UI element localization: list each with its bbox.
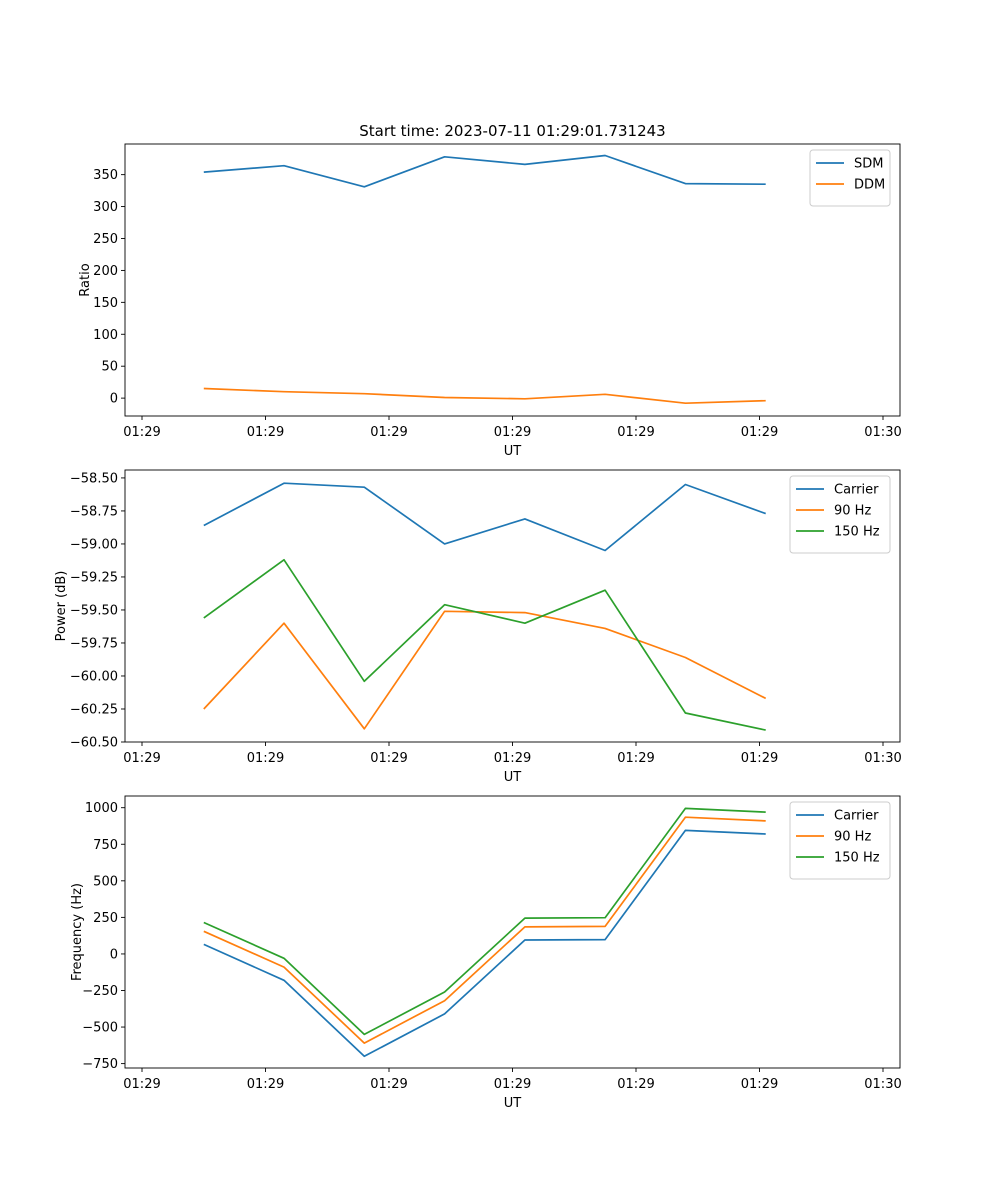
chart-panel-3: 01:29 01:29 01:29 01:29 01:29 01:29 01:30 UT −75… [70,795,902,1111]
series-line-150-hz [203,558,766,731]
x-tick-label: 01:30 [864,425,901,440]
legend-box [789,801,891,880]
legend-label: 150 Hz [834,525,880,540]
x-tick-label: 01:29 [123,1077,160,1092]
y-tick-label: −60.50 [70,736,118,751]
chart-panel-1: 01:29 01:29 01:29 01:29 01:29 01:29 01:30 UT 0 50… [78,143,902,459]
axes-frame [124,795,901,1069]
y-tick-label: 1000 [85,801,118,816]
legend-label: 150 Hz [834,851,880,866]
y-tick-label: 50 [101,360,118,375]
series-line-90-hz [203,610,767,730]
y-tick-label: 0 [110,392,118,407]
y-axis-label: Power (dB) [54,571,69,642]
y-tick-label: −250 [82,984,118,999]
x-axis-label: UT [504,444,522,459]
x-tick-label: 01:29 [370,1077,407,1092]
chart-panel-2: 01:29 01:29 01:29 01:29 01:29 01:29 01:30 UT −58… [54,469,902,785]
y-axis-label: Frequency (Hz) [70,883,85,981]
y-tick-label: −59.00 [70,537,118,552]
x-tick-label: 01:30 [864,751,901,766]
y-tick-label: 200 [93,264,118,279]
legend-label: 90 Hz [834,504,871,519]
legend-label: 90 Hz [834,830,871,845]
y-tick-label: 100 [93,328,118,343]
y-tick-label: −59.75 [70,636,118,651]
y-tick-label: 750 [93,838,118,853]
y-tick-label: 250 [93,911,118,926]
series-line-sdm [203,154,766,188]
series-line-ddm [203,387,766,405]
y-tick-label: −500 [82,1021,118,1036]
y-tick-label: −58.75 [70,504,118,519]
x-tick-label: 01:29 [370,425,407,440]
series-line-150-hz [203,807,766,1036]
x-axis-label: UT [504,770,522,785]
y-tick-label: 500 [93,874,118,889]
series-line-90-hz [203,816,766,1044]
x-tick-label: 01:30 [864,1077,901,1092]
legend-box [789,475,891,554]
legend: SDM DDM [809,149,891,207]
y-tick-label: 0 [110,947,118,962]
y-axis-label: Ratio [78,263,93,296]
x-tick-label: 01:29 [494,425,531,440]
x-tick-label: 01:29 [123,751,160,766]
legend: Carrier 90 Hz 150 Hz [789,475,891,554]
x-tick-label: 01:29 [247,425,284,440]
y-tick-label: −750 [82,1057,118,1072]
y-tick-label: −60.25 [70,702,118,717]
series-line-carrier [203,482,766,552]
series-line-carrier [203,829,766,1058]
y-tick-label: −58.50 [70,471,118,486]
figure-title: Start time: 2023-07-11 01:29:01.731243 [359,122,665,140]
x-tick-label: 01:29 [370,751,407,766]
legend-label: Carrier [834,483,879,498]
y-tick-label: −59.50 [70,603,118,618]
y-tick-label: 300 [93,200,118,215]
legend-label: DDM [854,178,885,193]
x-tick-label: 01:29 [494,1077,531,1092]
x-tick-label: 01:29 [494,751,531,766]
y-tick-label: 150 [93,296,118,311]
x-tick-label: 01:29 [617,751,654,766]
y-tick-label: −59.25 [70,570,118,585]
x-tick-label: 01:29 [617,425,654,440]
legend-box [809,149,891,207]
legend-label: Carrier [834,809,879,824]
x-axis-label: UT [504,1096,522,1111]
y-tick-label: −60.00 [70,669,118,684]
x-tick-label: 01:29 [123,425,160,440]
x-tick-label: 01:29 [741,425,778,440]
x-tick-label: 01:29 [741,751,778,766]
legend: Carrier 90 Hz 150 Hz [789,801,891,880]
axes-frame [124,469,901,743]
y-tick-label: 250 [93,232,118,247]
x-tick-label: 01:29 [247,751,284,766]
y-tick-label: 350 [93,168,118,183]
x-tick-label: 01:29 [247,1077,284,1092]
legend-label: SDM [854,157,883,172]
x-tick-label: 01:29 [617,1077,654,1092]
axes-frame [124,143,901,417]
x-tick-label: 01:29 [741,1077,778,1092]
